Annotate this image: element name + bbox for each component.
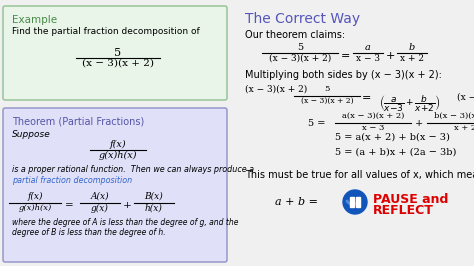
- Text: g(x)h(x): g(x)h(x): [18, 204, 52, 212]
- Text: b: b: [409, 43, 415, 52]
- Text: f(x): f(x): [27, 192, 43, 201]
- Text: (x − 3)(x + 2): (x − 3)(x + 2): [82, 59, 154, 68]
- FancyBboxPatch shape: [3, 6, 227, 100]
- Text: B(x): B(x): [145, 192, 164, 201]
- Text: (x − 3)(x + 2): (x − 3)(x + 2): [457, 93, 474, 102]
- Text: (x − 3)(x + 2): (x − 3)(x + 2): [245, 85, 307, 94]
- Text: a + b =: a + b =: [275, 197, 318, 207]
- Text: =: =: [362, 93, 372, 103]
- Text: h(x): h(x): [145, 204, 163, 213]
- Text: Theorem (Partial Fractions): Theorem (Partial Fractions): [12, 117, 144, 127]
- Circle shape: [343, 190, 367, 214]
- Text: 5: 5: [114, 48, 121, 58]
- Text: +: +: [123, 201, 131, 210]
- Text: PAUSE and: PAUSE and: [373, 193, 448, 206]
- Text: Find the partial fraction decomposition of: Find the partial fraction decomposition …: [12, 27, 200, 36]
- Text: (x − 3)(x + 2): (x − 3)(x + 2): [269, 54, 331, 63]
- Text: x − 3: x − 3: [356, 54, 380, 63]
- Text: +: +: [385, 51, 395, 61]
- Text: Our theorem claims:: Our theorem claims:: [245, 30, 345, 40]
- Text: a: a: [365, 43, 371, 52]
- Text: g(x): g(x): [91, 204, 109, 213]
- Text: x − 3: x − 3: [362, 124, 384, 132]
- Text: The Correct Way: The Correct Way: [245, 12, 360, 26]
- Text: 5 =: 5 =: [308, 119, 325, 128]
- Text: x + 2: x + 2: [454, 124, 474, 132]
- Text: where the degree of A is less than the degree of g, and the: where the degree of A is less than the d…: [12, 218, 238, 227]
- Text: b(x − 3)(x + 2): b(x − 3)(x + 2): [434, 112, 474, 120]
- Text: Example: Example: [12, 15, 57, 25]
- Text: =: =: [341, 51, 351, 61]
- Bar: [356, 197, 360, 207]
- Text: (x − 3)(x + 2): (x − 3)(x + 2): [301, 97, 353, 105]
- Text: +: +: [415, 119, 423, 128]
- Text: A(x): A(x): [91, 192, 109, 201]
- Text: $\left(\dfrac{a}{x{-}3}+\dfrac{b}{x{+}2}\right)$: $\left(\dfrac{a}{x{-}3}+\dfrac{b}{x{+}2}…: [379, 93, 440, 114]
- Text: is a proper rational function.  Then we can always produce a: is a proper rational function. Then we c…: [12, 165, 254, 174]
- Text: degree of B is less than the degree of h.: degree of B is less than the degree of h…: [12, 228, 165, 237]
- Text: x + 2: x + 2: [400, 54, 424, 63]
- Text: 5 = a(x + 2) + b(x − 3): 5 = a(x + 2) + b(x − 3): [335, 133, 450, 142]
- FancyBboxPatch shape: [3, 108, 227, 262]
- Text: =: =: [64, 201, 73, 210]
- Text: 5: 5: [297, 43, 303, 52]
- Text: 5 = (a + b)x + (2a − 3b): 5 = (a + b)x + (2a − 3b): [335, 148, 456, 157]
- Text: This must be true for all values of x, which means: This must be true for all values of x, w…: [245, 170, 474, 180]
- Wedge shape: [346, 199, 361, 205]
- Text: Multiplying both sides by (x − 3)(x + 2):: Multiplying both sides by (x − 3)(x + 2)…: [245, 70, 442, 80]
- Text: 5: 5: [324, 85, 330, 93]
- Bar: [350, 197, 354, 207]
- Text: g(x)h(x): g(x)h(x): [99, 151, 137, 160]
- Text: REFLECT: REFLECT: [373, 204, 434, 217]
- Text: a(x − 3)(x + 2): a(x − 3)(x + 2): [342, 112, 404, 120]
- Text: partial fraction decomposition: partial fraction decomposition: [12, 176, 132, 185]
- Text: Suppose: Suppose: [12, 130, 51, 139]
- Text: f(x): f(x): [109, 140, 126, 149]
